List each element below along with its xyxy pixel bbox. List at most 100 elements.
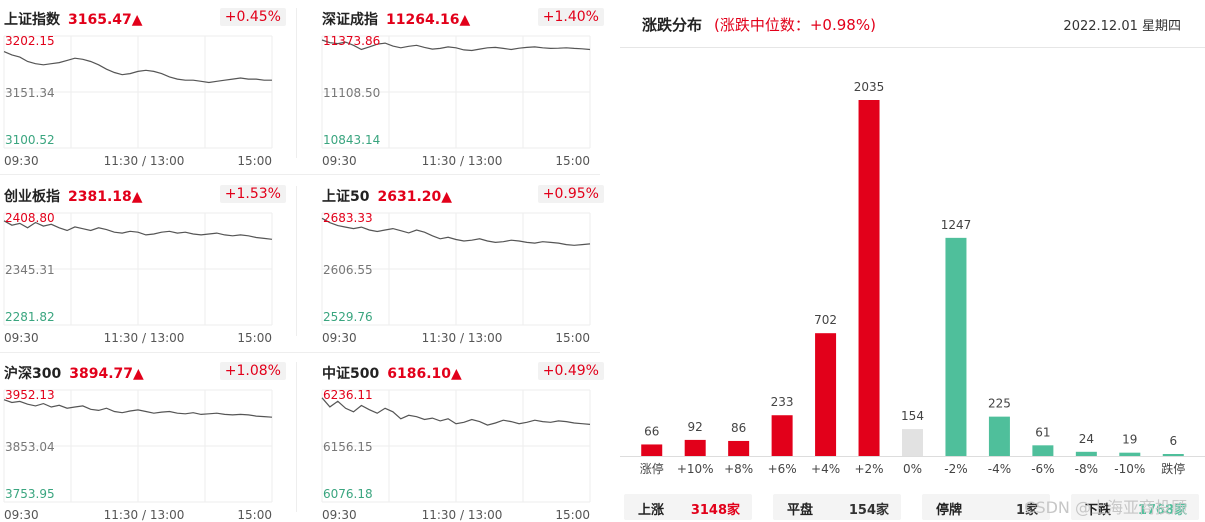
time-axis-label: 09:30 (322, 508, 357, 522)
bar-+6% (771, 415, 793, 456)
index-value: 11264.16▲ (386, 12, 471, 28)
category-label: 涨停 (640, 461, 664, 476)
bar-+10% (684, 439, 706, 456)
index-card-shenzhen[interactable]: 深证成指 11264.16▲ +1.40% 11373.86 11108.50 10843… (318, 0, 610, 177)
grid-divider (296, 8, 297, 158)
index-price-line (3, 399, 273, 418)
index-change-badge: +1.08% (219, 362, 286, 380)
y-axis-label: 6236.11 (323, 388, 373, 402)
index-value: 3894.77▲ (69, 366, 144, 382)
category-label: +6% (768, 462, 797, 476)
category-label: +8% (724, 462, 753, 476)
index-card-header: 上证50 2631.20▲ +0.95% (322, 185, 608, 206)
index-card-header: 中证500 6186.10▲ +0.49% (322, 362, 608, 383)
index-grid: 上证指数 3165.47▲ +0.45% 3202.15 3151.34 3100.52 0… (0, 0, 604, 522)
bar-0% (902, 429, 923, 456)
category-label: 跌停 (1161, 461, 1185, 476)
summary-value: 154家 (848, 503, 889, 518)
bar-+2% (858, 100, 880, 456)
time-axis-label: 11:30 / 13:00 (422, 331, 503, 345)
index-card-sse50[interactable]: 上证50 2631.20▲ +0.95% 2683.33 2606.55 2529.76 0… (318, 177, 610, 354)
bar--6% (1032, 445, 1054, 456)
y-axis-label: 2683.33 (323, 211, 373, 225)
time-axis-label: 15:00 (237, 508, 272, 522)
index-card-csi500[interactable]: 中证500 6186.10▲ +0.49% 6236.11 6156.15 6076.18… (318, 354, 610, 522)
category-label: 0% (903, 462, 922, 476)
index-name: 沪深300 (4, 366, 62, 382)
bar-value-label: 6 (1169, 434, 1177, 448)
summary-flat: 平盘 154家 (773, 494, 901, 520)
index-sparkline: 11373.86 11108.50 10843.14 09:30 11:30 / 13:… (321, 34, 591, 168)
category-label: -10% (1114, 462, 1145, 476)
y-axis-label: 11108.50 (323, 86, 380, 100)
bar-涨停 (641, 444, 663, 456)
index-card-csi300[interactable]: 沪深300 3894.77▲ +1.08% 3952.13 3853.04 3753.95… (0, 354, 292, 522)
index-sparkline: 2408.80 2345.31 2281.82 09:30 11:30 / 13:00 1… (3, 211, 273, 345)
grid-divider (296, 186, 297, 336)
time-axis-label: 11:30 / 13:00 (104, 154, 185, 168)
y-axis-label: 3853.04 (5, 440, 55, 454)
y-axis-label: 2529.76 (323, 310, 373, 324)
summary-down: 下跌 1768家 (1071, 494, 1199, 520)
time-axis-label: 11:30 / 13:00 (422, 154, 503, 168)
time-axis-label: 09:30 (4, 154, 39, 168)
bar--4% (988, 416, 1010, 456)
summary-value: 1家 (1015, 503, 1038, 518)
grid-divider (296, 362, 297, 512)
index-change-badge: +0.49% (537, 362, 604, 380)
index-card-chinext[interactable]: 创业板指 2381.18▲ +1.53% 2408.80 2345.31 2281.82 0… (0, 177, 292, 354)
bar-value-label: 66 (644, 424, 659, 438)
y-axis-label: 11373.86 (323, 34, 380, 48)
y-axis-label: 2606.55 (323, 263, 373, 277)
index-price-line (3, 220, 273, 240)
bar-跌停 (1162, 454, 1184, 456)
y-axis-label: 2345.31 (5, 263, 55, 277)
index-change-badge: +0.95% (537, 185, 604, 203)
y-axis-label: 6076.18 (323, 487, 373, 501)
index-card-header: 沪深300 3894.77▲ +1.08% (4, 362, 290, 383)
distribution-header: 涨跌分布 (涨跌中位数：+0.98%) 2022.12.01 星期四 (620, 0, 1205, 48)
index-value: 2381.18▲ (68, 189, 143, 205)
index-name: 中证500 (322, 366, 380, 382)
bar--2% (945, 237, 967, 456)
bar-value-label: 225 (988, 397, 1011, 411)
bar-value-label: 61 (1035, 425, 1050, 439)
y-axis-label: 3753.95 (5, 487, 55, 501)
index-value: 3165.47▲ (68, 12, 143, 28)
summary-value: 1768家 (1137, 503, 1187, 518)
time-axis-label: 11:30 / 13:00 (422, 508, 503, 522)
index-price-line (321, 39, 591, 52)
time-axis-label: 15:00 (237, 154, 272, 168)
bar-value-label: 86 (731, 421, 746, 435)
index-card-header: 上证指数 3165.47▲ +0.45% (4, 8, 290, 29)
index-card-header: 深证成指 11264.16▲ +1.40% (322, 8, 608, 29)
distribution-title: 涨跌分布 (642, 16, 703, 34)
index-price-line (321, 397, 591, 426)
bar-+8% (728, 440, 750, 456)
y-axis-label: 3952.13 (5, 388, 55, 402)
bar-value-label: 233 (771, 395, 794, 409)
index-name: 创业板指 (4, 189, 60, 205)
summary-bar: 上涨 3148家 平盘 154家 停牌 1家 下跌 1768家 (620, 490, 1205, 522)
index-change-badge: +0.45% (219, 8, 286, 26)
summary-label: 下跌 (1085, 503, 1112, 518)
distribution-date: 2022.12.01 星期四 (1063, 19, 1181, 34)
time-axis-label: 11:30 / 13:00 (104, 508, 185, 522)
category-label: +4% (811, 462, 840, 476)
bar-+4% (815, 333, 837, 456)
bar-value-label: 154 (901, 409, 924, 423)
index-value: 2631.20▲ (377, 189, 453, 205)
summary-up: 上涨 3148家 (624, 494, 752, 520)
index-card-shanghai[interactable]: 上证指数 3165.47▲ +0.45% 3202.15 3151.34 3100.52 0… (0, 0, 292, 177)
category-label: -8% (1075, 462, 1098, 476)
index-price-line (3, 51, 272, 84)
grid-divider (0, 352, 600, 353)
index-sparkline: 3952.13 3853.04 3753.95 09:30 11:30 / 13:00 1… (3, 388, 273, 522)
index-name: 上证50 (322, 189, 370, 205)
index-name: 深证成指 (322, 12, 378, 28)
bar--10% (1119, 452, 1141, 456)
distribution-panel: 涨跌分布 (涨跌中位数：+0.98%) 2022.12.01 星期四 66 涨停 9… (620, 0, 1205, 522)
index-sparkline: 3202.15 3151.34 3100.52 09:30 11:30 / 13:00 1… (3, 34, 273, 168)
bar-value-label: 92 (688, 420, 703, 434)
index-price-line (321, 217, 591, 246)
